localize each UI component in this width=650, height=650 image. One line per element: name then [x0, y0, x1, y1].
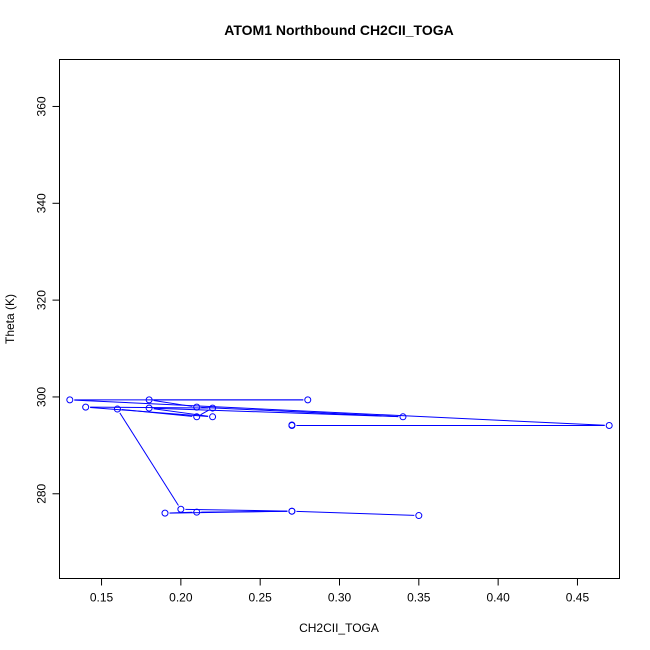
x-axis-label: CH2CII_TOGA — [299, 621, 379, 635]
series-segment — [200, 409, 209, 416]
y-tick-label: 300 — [35, 387, 49, 407]
x-tick-label: 0.45 — [566, 591, 590, 605]
y-tick-label: 360 — [35, 96, 49, 116]
y-tick-label: 280 — [35, 483, 49, 503]
data-point — [209, 404, 217, 412]
x-tick-label: 0.30 — [328, 591, 352, 605]
data-point — [145, 396, 153, 404]
data-point — [193, 403, 201, 411]
data-point — [193, 413, 201, 421]
x-tick-label: 0.40 — [486, 591, 510, 605]
series-segment — [74, 399, 605, 426]
data-point — [415, 512, 423, 520]
series-segment — [185, 508, 288, 512]
data-point — [193, 508, 201, 516]
data-point — [145, 404, 153, 412]
data-point — [288, 507, 296, 515]
data-point — [288, 421, 296, 429]
data-point — [113, 405, 121, 413]
plot-frame — [59, 59, 620, 579]
data-point — [82, 403, 90, 411]
x-axis: 0.15 0.20 0.25 0.30 0.35 0.40 0.45 — [90, 578, 590, 605]
x-tick-label: 0.15 — [90, 591, 114, 605]
series-segment — [201, 406, 399, 418]
series-layer — [66, 396, 613, 520]
data-point — [605, 422, 613, 430]
y-tick-label: 340 — [35, 193, 49, 213]
data-point — [399, 413, 407, 421]
y-tick-label: 320 — [35, 290, 49, 310]
data-point — [209, 413, 217, 421]
x-tick-label: 0.20 — [169, 591, 193, 605]
x-tick-label: 0.25 — [249, 591, 273, 605]
data-point — [177, 505, 185, 513]
series-segment — [119, 412, 179, 506]
y-axis: 280 300 320 340 360 — [35, 96, 60, 504]
series-segment — [296, 510, 415, 516]
series-segment — [169, 510, 288, 514]
series-segment — [90, 406, 209, 417]
data-point — [66, 396, 74, 404]
y-axis-label: Theta (K) — [3, 294, 17, 344]
series-segment — [90, 406, 209, 409]
chart-title: ATOM1 Northbound CH2CII_TOGA — [224, 22, 453, 38]
x-tick-label: 0.35 — [407, 591, 431, 605]
data-point — [304, 396, 312, 404]
data-point — [161, 509, 169, 517]
